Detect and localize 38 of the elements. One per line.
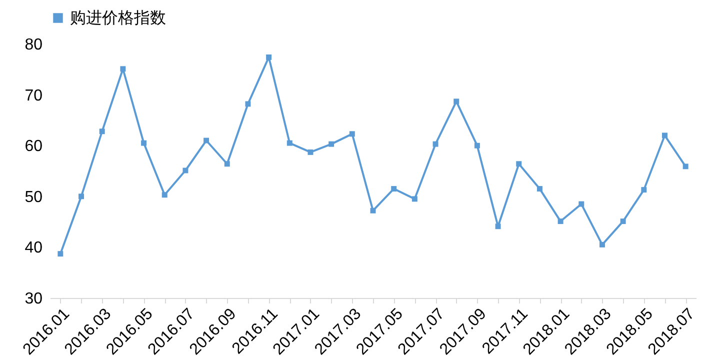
point: [286, 140, 292, 146]
point: [58, 251, 64, 257]
y-tick-label: 40: [24, 240, 43, 257]
point: [578, 201, 584, 207]
y-tick-label: 60: [24, 138, 43, 156]
point: [495, 224, 501, 230]
point: [204, 138, 210, 144]
point: [516, 161, 522, 167]
point: [182, 168, 188, 174]
y-tick-label: 80: [24, 36, 43, 54]
point: [599, 242, 605, 248]
point: [308, 149, 314, 155]
y-tick-label: 70: [24, 87, 43, 104]
point: [120, 66, 126, 72]
point: [349, 131, 355, 137]
point: [328, 141, 334, 147]
point: [391, 186, 397, 192]
point: [641, 187, 647, 193]
point: [370, 208, 376, 214]
point: [162, 192, 168, 198]
point: [620, 218, 626, 224]
point: [224, 161, 230, 167]
point: [474, 142, 480, 148]
point: [536, 186, 542, 192]
point: [78, 194, 84, 200]
y-tick-label: 30: [24, 290, 43, 308]
y-tick-label: 50: [24, 188, 43, 206]
point: [432, 141, 438, 147]
point: [682, 164, 688, 170]
point: [662, 132, 668, 138]
point: [454, 98, 460, 104]
point: [99, 128, 105, 134]
legend-label: 购进价格指数: [70, 9, 166, 27]
point: [245, 101, 251, 107]
point: [141, 140, 147, 146]
point: [412, 196, 418, 202]
point: [558, 218, 564, 224]
point: [266, 54, 272, 60]
